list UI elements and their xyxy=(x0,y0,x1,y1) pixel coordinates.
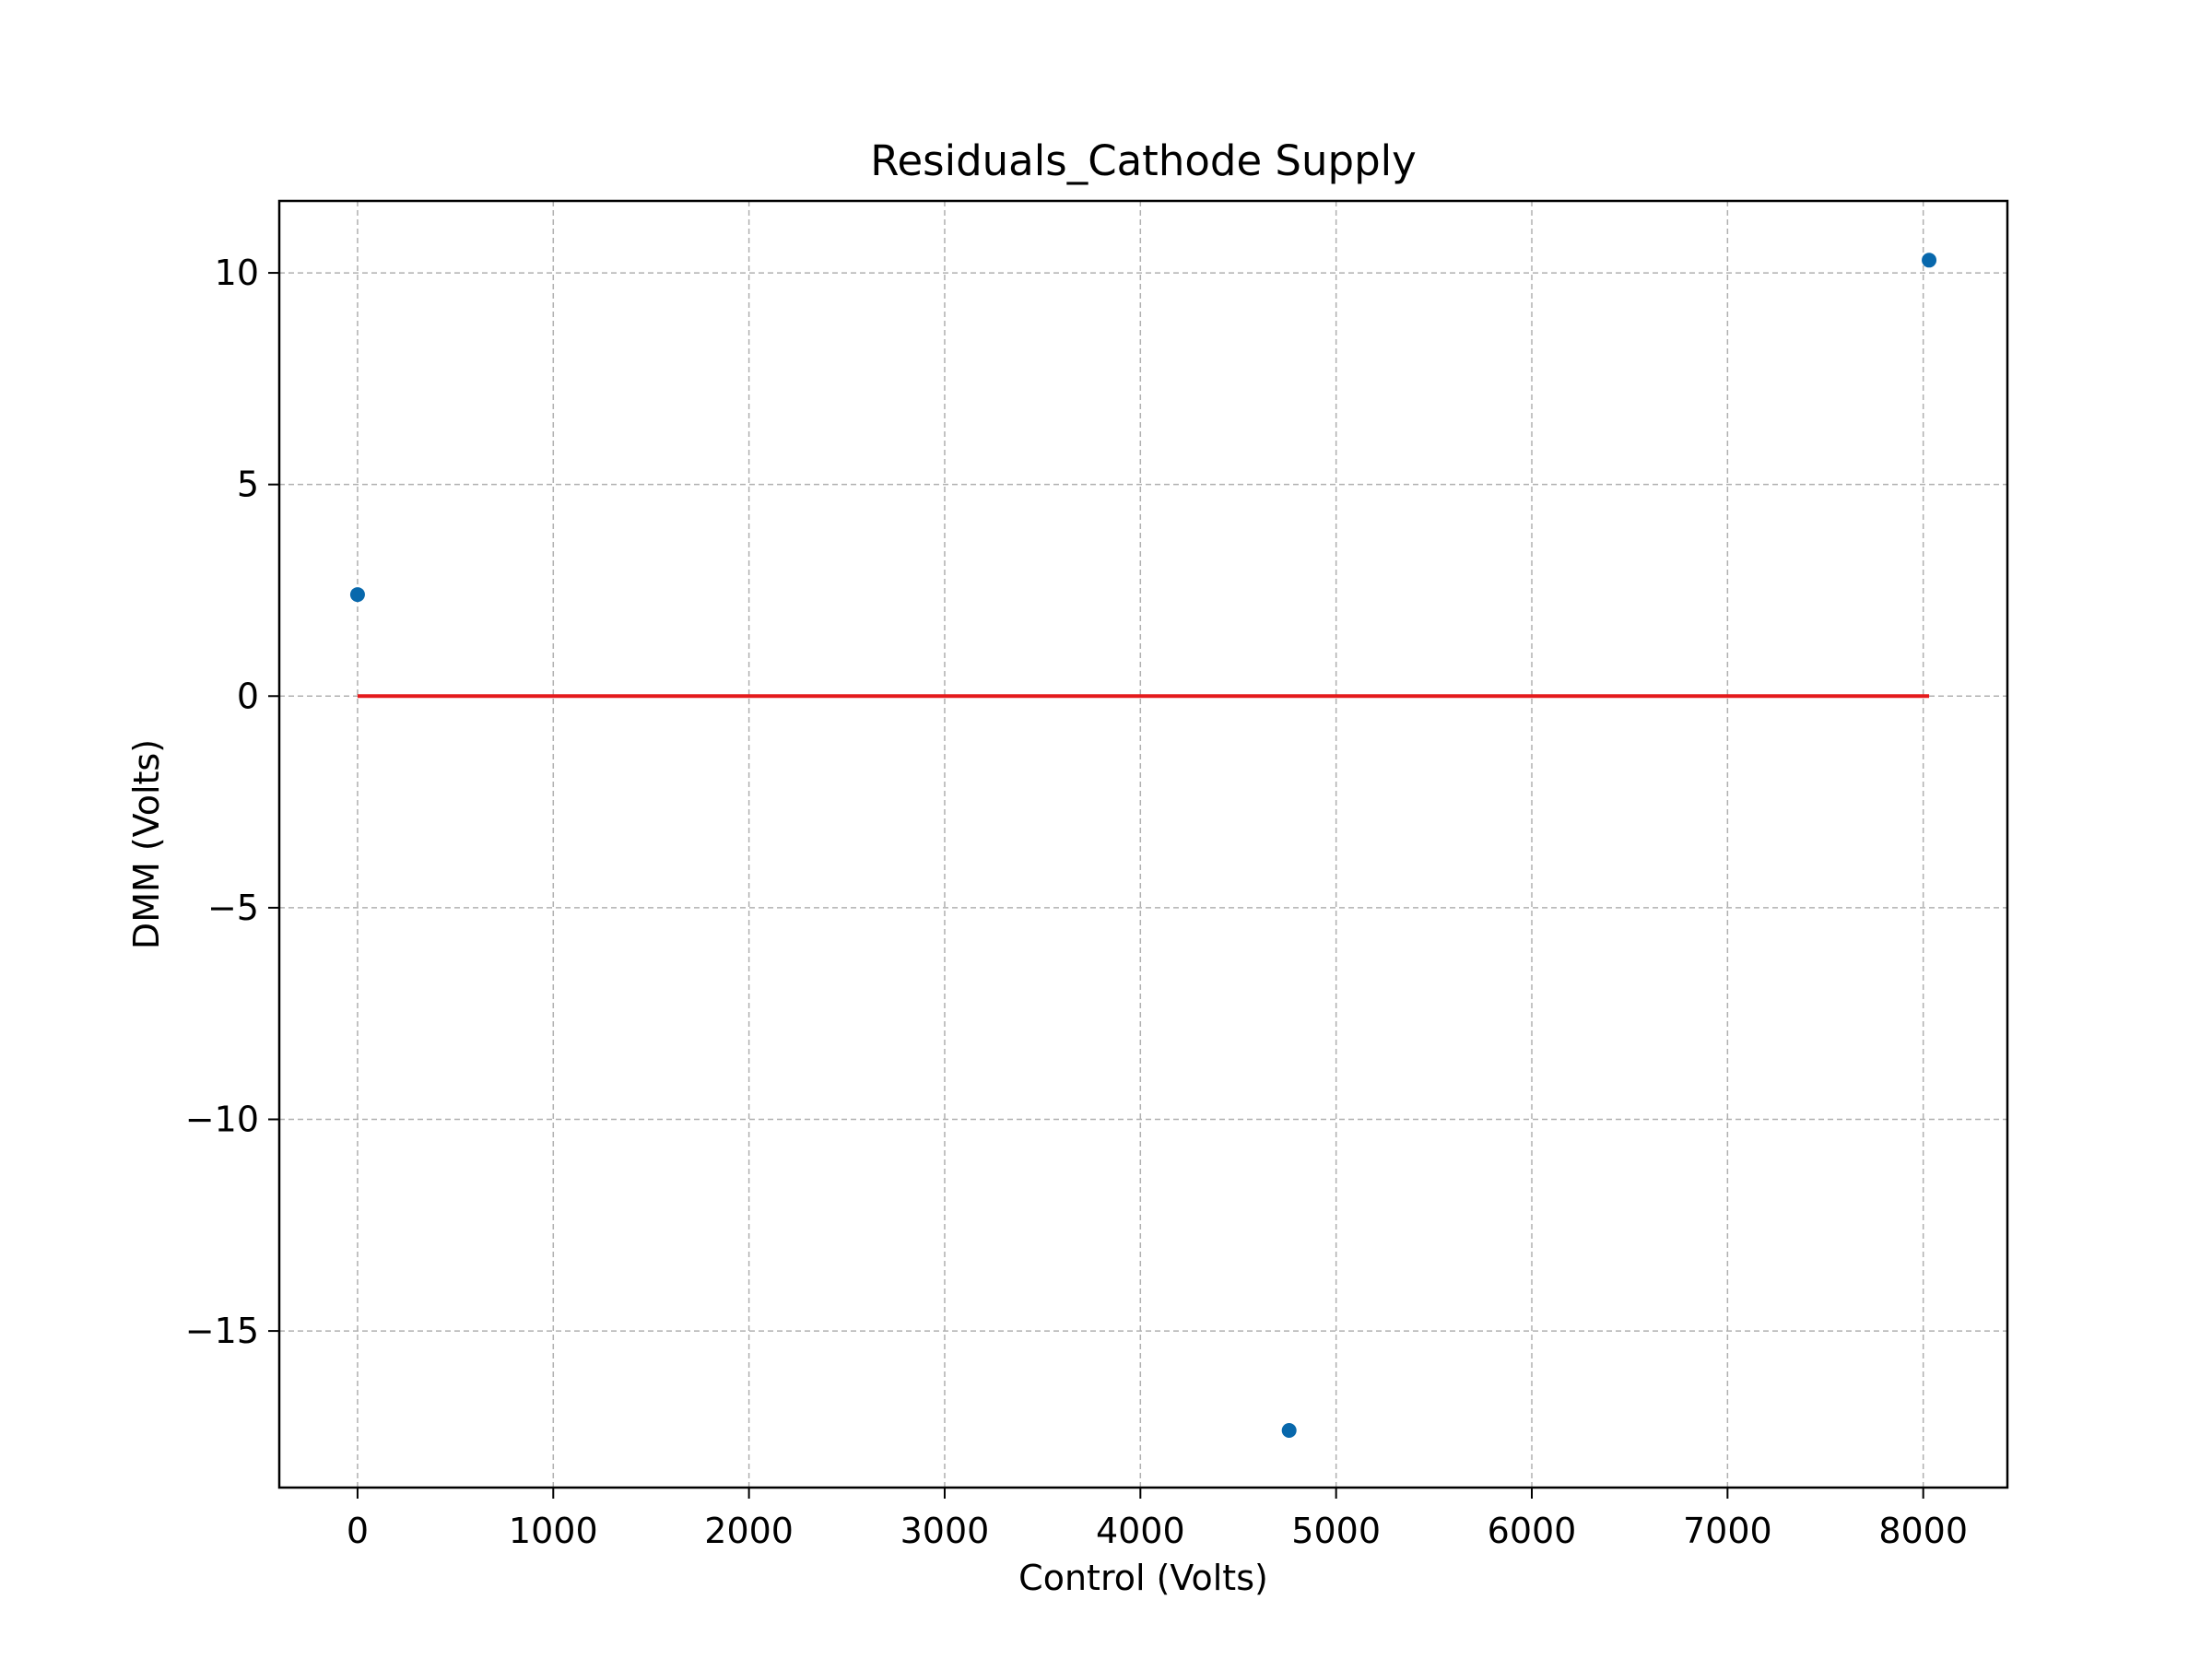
axis-ticks: 0 1000 2000 3000 4000 5000 6000 7000 8000 10 5 0 −5 −… xyxy=(185,253,1968,1551)
x-tick-label: 3000 xyxy=(900,1511,990,1551)
y-tick-label: 10 xyxy=(215,253,259,293)
x-tick-label: 7000 xyxy=(1683,1511,1772,1551)
x-axis-label: Control (Volts) xyxy=(1018,1558,1268,1598)
y-tick-label: −10 xyxy=(185,1099,259,1139)
x-tick-label: 2000 xyxy=(704,1511,794,1551)
x-tick-label: 1000 xyxy=(509,1511,598,1551)
data-point xyxy=(1281,1423,1297,1439)
x-tick-label: 8000 xyxy=(1878,1511,1968,1551)
data-point xyxy=(1922,253,1937,268)
y-axis-label: DMM (Volts) xyxy=(126,739,167,949)
y-tick-label: 5 xyxy=(237,465,259,505)
y-tick-label: −15 xyxy=(185,1311,259,1351)
x-tick-label: 6000 xyxy=(1488,1511,1577,1551)
x-tick-label: 0 xyxy=(347,1511,369,1551)
x-tick-label: 5000 xyxy=(1291,1511,1381,1551)
plot-series xyxy=(349,253,1937,1439)
grid xyxy=(279,201,2007,1488)
y-tick-label: 0 xyxy=(237,676,259,716)
chart-title: Residuals_Cathode Supply xyxy=(870,136,1417,185)
data-point xyxy=(349,587,365,603)
plot-area-frame xyxy=(277,199,2009,1489)
y-tick-label: −5 xyxy=(207,888,259,928)
x-tick-label: 4000 xyxy=(1096,1511,1185,1551)
